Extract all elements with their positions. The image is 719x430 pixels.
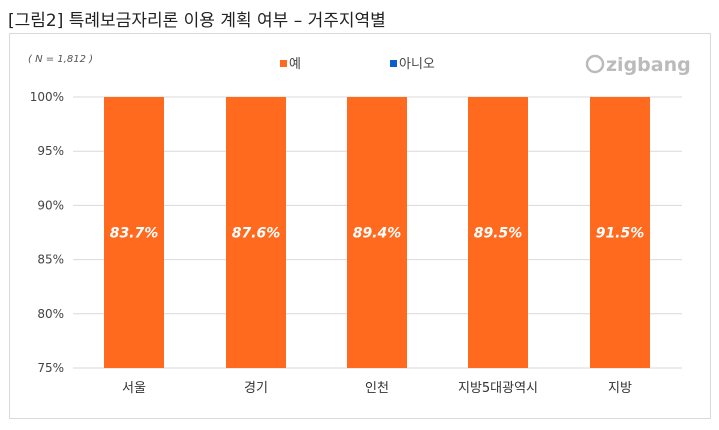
legend-swatch xyxy=(280,60,287,67)
chart-frame xyxy=(9,33,711,419)
bar-yes xyxy=(104,97,164,368)
y-tick-label: 90% xyxy=(37,198,64,212)
y-tick-label: 75% xyxy=(37,361,64,375)
y-tick-label: 80% xyxy=(37,307,64,321)
bar-yes xyxy=(226,97,286,368)
chart-title: [그림2] 특례보금자리론 이용 계획 여부 – 거주지역별 xyxy=(8,11,386,31)
data-label: 89.4% xyxy=(353,226,402,242)
bar-yes xyxy=(468,97,528,368)
sample-size-note: ( N = 1,812 ) xyxy=(28,54,93,65)
data-label: 87.6% xyxy=(232,226,281,242)
zigbang-logo-icon xyxy=(585,54,605,74)
x-tick-label: 지방 xyxy=(608,381,632,396)
legend-label: 아니오 xyxy=(399,57,435,72)
y-tick-label: 100% xyxy=(30,90,64,104)
x-tick-label: 인천 xyxy=(365,381,389,396)
watermark: zigbang xyxy=(606,54,691,76)
data-label: 91.5% xyxy=(596,226,645,242)
y-tick-label: 85% xyxy=(37,253,64,267)
bar-yes xyxy=(347,97,407,368)
legend-swatch xyxy=(390,60,397,67)
x-tick-label: 경기 xyxy=(244,381,268,396)
x-tick-label: 서울 xyxy=(122,381,146,396)
bar-yes xyxy=(590,97,650,368)
x-tick-label: 지방5대광역시 xyxy=(458,381,538,396)
data-label: 83.7% xyxy=(110,226,159,242)
y-tick-label: 95% xyxy=(37,144,64,158)
data-label: 89.5% xyxy=(474,226,523,242)
legend-label: 예 xyxy=(289,57,301,72)
